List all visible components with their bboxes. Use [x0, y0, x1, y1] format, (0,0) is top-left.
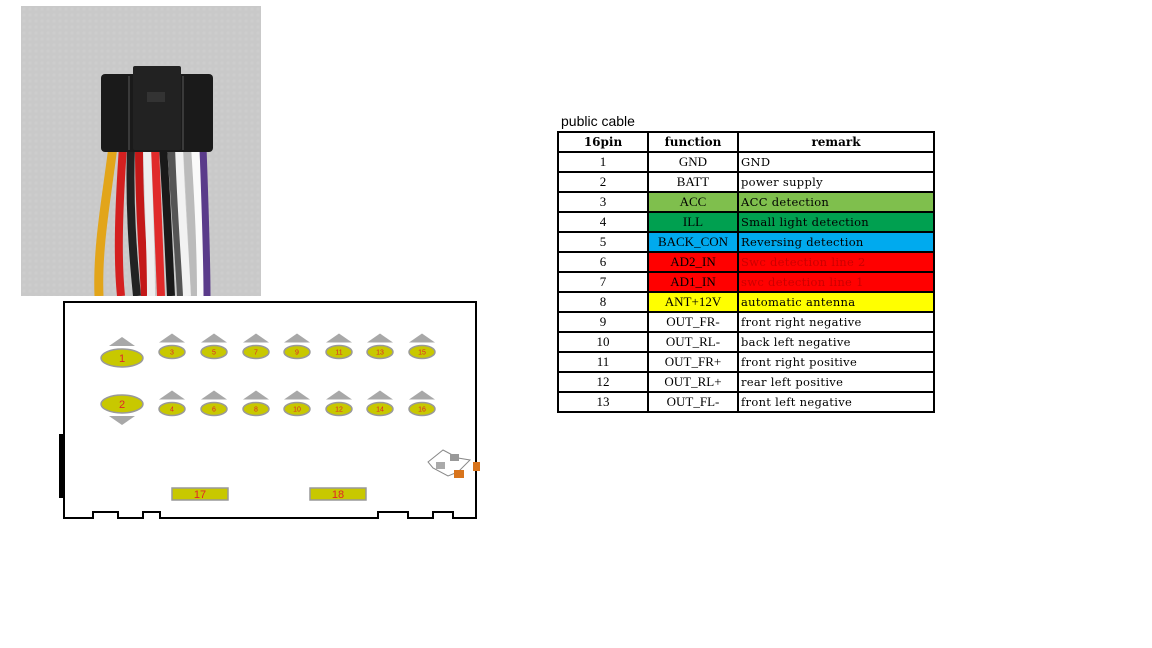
pin-7: 7	[242, 333, 270, 360]
header-remark: remark	[737, 131, 935, 153]
header-function: function	[647, 131, 739, 153]
remark-cell: power supply	[737, 171, 935, 193]
pin-2: 2	[100, 394, 144, 425]
function-cell: BATT	[647, 171, 739, 193]
pin-4: 4	[158, 390, 186, 417]
pin-cell: 11	[557, 351, 649, 373]
header-pin: 16pin	[557, 131, 649, 153]
pin-label: 10	[293, 407, 301, 414]
pin-label: 9	[295, 350, 299, 357]
table-row: 12 OUT_RL+ rear left positive	[557, 371, 935, 393]
pin-13: 13	[366, 333, 394, 360]
table-row: 7 AD1_IN swc detection line 1	[557, 271, 935, 293]
table-row: 2 BATT power supply	[557, 171, 935, 193]
remark-cell: rear left positive	[737, 371, 935, 393]
function-cell: ACC	[647, 191, 739, 213]
pin-label: 14	[376, 407, 384, 414]
pin-label: 1	[119, 353, 125, 365]
harness-photo	[21, 6, 261, 296]
pin-label: 8	[254, 407, 258, 414]
remark-cell: back left negative	[737, 331, 935, 353]
remark-cell: ACC detection	[737, 191, 935, 213]
pin-cell: 2	[557, 171, 649, 193]
table-row: 3 ACC ACC detection	[557, 191, 935, 213]
pin-label: 2	[119, 399, 125, 411]
pin-label: 15	[418, 350, 426, 357]
table-row: 9 OUT_FR-front right negative	[557, 311, 935, 333]
remark-cell: front right positive	[737, 351, 935, 373]
table-row: 5 BACK_CON Reversing detection	[557, 231, 935, 253]
pin-cell: 6	[557, 251, 649, 273]
pin-12: 12	[325, 390, 353, 417]
table-row: 4 ILL Small light detection	[557, 211, 935, 233]
pin-9: 9	[283, 333, 311, 360]
function-cell: AD2_IN	[647, 251, 739, 273]
pin-6: 6	[200, 390, 228, 417]
latch-icon	[427, 449, 480, 478]
pin-label: 5	[212, 350, 216, 357]
remark-cell: swc detection line 1	[737, 271, 935, 293]
remark-cell: Swc detection line 2	[737, 251, 935, 273]
pinout-table: 16pin function remark 1 GND GND 2 BATT power …	[557, 131, 935, 413]
pin-17: 17	[171, 487, 229, 501]
table-caption: public cable	[561, 113, 635, 129]
table-row: 10 OUT_RL-back left negative	[557, 331, 935, 353]
pin-cell: 7	[557, 271, 649, 293]
remark-cell: automatic antenna	[737, 291, 935, 313]
pin-cell: 10	[557, 331, 649, 353]
pin-5: 5	[200, 333, 228, 360]
pin-cell: 1	[557, 151, 649, 173]
pin-11: 11	[325, 333, 353, 360]
pin-cell: 5	[557, 231, 649, 253]
table-row: 8 ANT+12V automatic antenna	[557, 291, 935, 313]
function-cell: OUT_FR+	[647, 351, 739, 373]
remark-cell: Reversing detection	[737, 231, 935, 253]
remark-cell: GND	[737, 151, 935, 173]
pin-cell: 13	[557, 391, 649, 413]
pin-cell: 9	[557, 311, 649, 333]
function-cell: OUT_RL+	[647, 371, 739, 393]
function-cell: ANT+12V	[647, 291, 739, 313]
connector-diagram: 1 3 5 7 9 11 13 15 2 4 6 8 10 12 14 16 17 18	[58, 300, 482, 522]
remark-cell: front right negative	[737, 311, 935, 333]
table-row: 1 GND GND	[557, 151, 935, 173]
pin-label: 16	[418, 407, 426, 414]
pin-cell: 4	[557, 211, 649, 233]
pin-cell: 12	[557, 371, 649, 393]
pin-label: 7	[254, 350, 258, 357]
pin-label: 4	[170, 407, 174, 414]
pin-10: 10	[283, 390, 311, 417]
function-cell: OUT_FL-	[647, 391, 739, 413]
function-cell: BACK_CON	[647, 231, 739, 253]
pin-label: 18	[332, 489, 344, 501]
function-cell: GND	[647, 151, 739, 173]
table-row: 11 OUT_FR+ front right positive	[557, 351, 935, 373]
pin-cell: 3	[557, 191, 649, 213]
pin-8: 8	[242, 390, 270, 417]
pin-14: 14	[366, 390, 394, 417]
pin-16: 16	[408, 390, 436, 417]
pin-3: 3	[158, 333, 186, 360]
pin-label: 6	[212, 407, 216, 414]
pin-cell: 8	[557, 291, 649, 313]
pin-1: 1	[100, 337, 144, 368]
remark-cell: Small light detection	[737, 211, 935, 233]
table-header-row: 16pin function remark	[557, 131, 935, 153]
function-cell: OUT_FR-	[647, 311, 739, 333]
pin-label: 11	[335, 350, 342, 357]
pin-18: 18	[309, 487, 367, 501]
remark-cell: front left negative	[737, 391, 935, 413]
pin-15: 15	[408, 333, 436, 360]
pin-label: 12	[335, 407, 343, 414]
table-row: 6 AD2_IN Swc detection line 2	[557, 251, 935, 273]
function-cell: ILL	[647, 211, 739, 233]
function-cell: OUT_RL-	[647, 331, 739, 353]
pin-label: 13	[376, 350, 384, 357]
pin-label: 3	[170, 350, 174, 357]
table-row: 13 OUT_FL-front left negative	[557, 391, 935, 413]
function-cell: AD1_IN	[647, 271, 739, 293]
pin-label: 17	[194, 489, 206, 501]
